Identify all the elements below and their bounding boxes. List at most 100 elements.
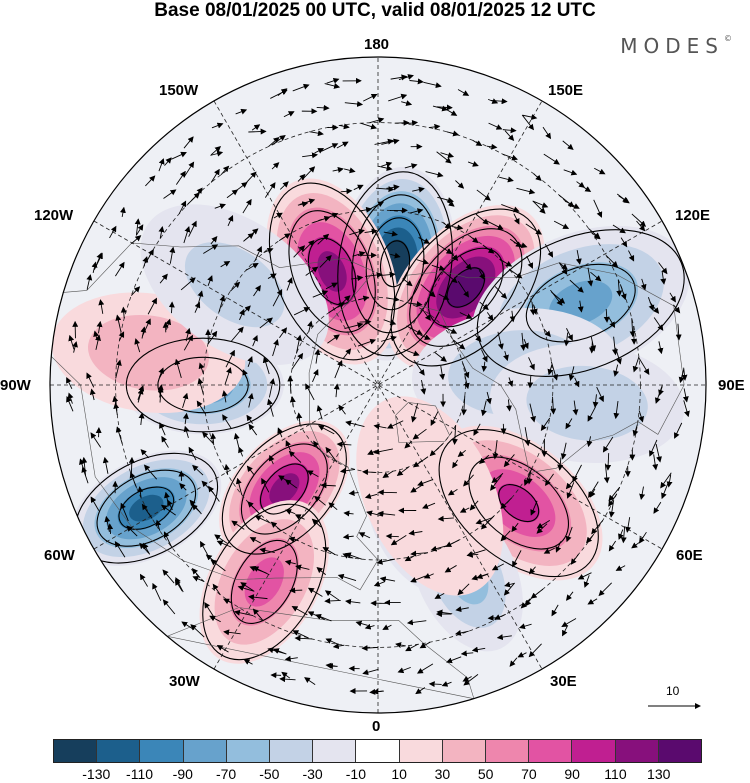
wind-arrow	[376, 186, 395, 193]
wind-arrow	[233, 609, 253, 617]
wind-arrow	[625, 517, 632, 533]
wind-arrow	[364, 493, 378, 500]
wind-arrow	[467, 161, 479, 167]
wind-arrow	[268, 454, 275, 465]
wind-arrow	[566, 482, 575, 499]
wind-arrow	[294, 635, 312, 642]
wind-arrow	[491, 473, 504, 484]
wind-arrow	[297, 201, 309, 208]
wind-arrow	[128, 456, 135, 475]
wind-arrow	[543, 328, 551, 338]
wind-arrow	[382, 624, 392, 630]
wind-arrow	[490, 98, 508, 105]
wind-arrow	[640, 278, 647, 291]
wind-arrow	[158, 226, 165, 239]
wind-arrow	[319, 255, 332, 268]
wind-arrow	[436, 609, 453, 616]
wind-arrow	[313, 440, 319, 450]
wind-arrow	[178, 200, 187, 214]
colorbar-tick-label: -30	[302, 766, 323, 782]
streamline-loop	[476, 229, 685, 377]
wind-arrow	[314, 495, 326, 506]
lon-label-0: 0	[372, 718, 381, 735]
wind-arrow	[301, 240, 315, 253]
wind-arrow	[472, 139, 483, 146]
wind-arrow	[480, 400, 487, 417]
wind-arrow	[374, 138, 394, 145]
wind-arrow	[420, 334, 431, 340]
wind-arrow	[511, 522, 519, 533]
wind-arrow	[420, 284, 436, 298]
wind-arrow	[248, 423, 258, 436]
wind-arrow	[278, 233, 291, 242]
wind-arrow	[357, 338, 377, 347]
wind-arrow	[618, 195, 630, 204]
wind-arrow	[247, 392, 254, 408]
wind-arrow	[565, 475, 578, 490]
wind-arrow	[417, 479, 434, 487]
wind-arrow	[611, 336, 618, 356]
colorbar-tick-label: -110	[126, 766, 154, 782]
wind-arrow	[455, 180, 465, 189]
wind-arrow	[115, 359, 122, 379]
wind-arrow	[230, 281, 241, 292]
wind-arrow	[652, 454, 659, 471]
wind-arrow	[233, 432, 240, 451]
wind-arrow	[305, 383, 315, 401]
wind-arrow	[369, 688, 384, 695]
wind-arrow	[457, 89, 470, 96]
colorbar-cell	[657, 740, 702, 762]
brand-mark: ©	[724, 34, 732, 43]
wind-arrow	[130, 286, 141, 296]
wind-arrow	[174, 358, 182, 379]
colorbar-cell	[182, 740, 226, 762]
wind-arrow	[145, 175, 156, 187]
wind-arrow	[248, 128, 267, 135]
wind-arrow	[440, 152, 455, 159]
streamline-loop	[337, 171, 453, 357]
wind-arrow	[307, 320, 313, 332]
wind-arrow	[452, 459, 459, 469]
wind-arrow	[145, 248, 154, 264]
wind-arrow	[252, 608, 264, 622]
wind-arrow	[284, 559, 296, 566]
wind-arrow	[591, 520, 604, 535]
wind-arrow	[412, 186, 425, 193]
colorbar-tick-label: 130	[647, 766, 671, 782]
wind-arrow	[191, 568, 201, 579]
wind-arrow	[532, 200, 546, 214]
wind-arrow	[293, 245, 306, 258]
wind-arrow	[235, 477, 243, 495]
wind-arrow	[638, 410, 645, 423]
wind-arrow	[547, 364, 554, 376]
lon-label-90e: 90E	[718, 377, 745, 394]
wind-arrow	[262, 356, 270, 375]
wind-arrow	[261, 477, 270, 493]
wind-arrow	[491, 563, 504, 571]
wind-arrow	[550, 396, 557, 415]
wind-arrow	[304, 677, 316, 685]
wind-arrow	[655, 443, 662, 463]
wind-arrow	[553, 220, 570, 229]
wind-arrow	[512, 550, 522, 568]
wind-arrow	[411, 403, 419, 423]
wind-arrow	[312, 215, 331, 224]
wind-arrow	[159, 422, 166, 436]
wind-arrow	[277, 88, 288, 97]
wind-arrow	[466, 551, 479, 558]
wind-arrow	[126, 525, 138, 537]
wind-arrow	[682, 388, 689, 403]
wind-arrow	[279, 181, 289, 190]
wind-arrow	[239, 308, 245, 321]
colorbar-cell	[485, 740, 529, 762]
wind-arrow	[658, 262, 668, 275]
wind-arrow	[325, 282, 338, 290]
wind-arrow	[194, 187, 203, 198]
wind-arrow	[674, 422, 683, 439]
wind-arrow	[214, 203, 226, 210]
wind-arrow	[212, 583, 221, 595]
wind-arrow	[561, 618, 577, 628]
wind-arrow	[431, 264, 446, 271]
wind-arrow	[482, 244, 495, 254]
